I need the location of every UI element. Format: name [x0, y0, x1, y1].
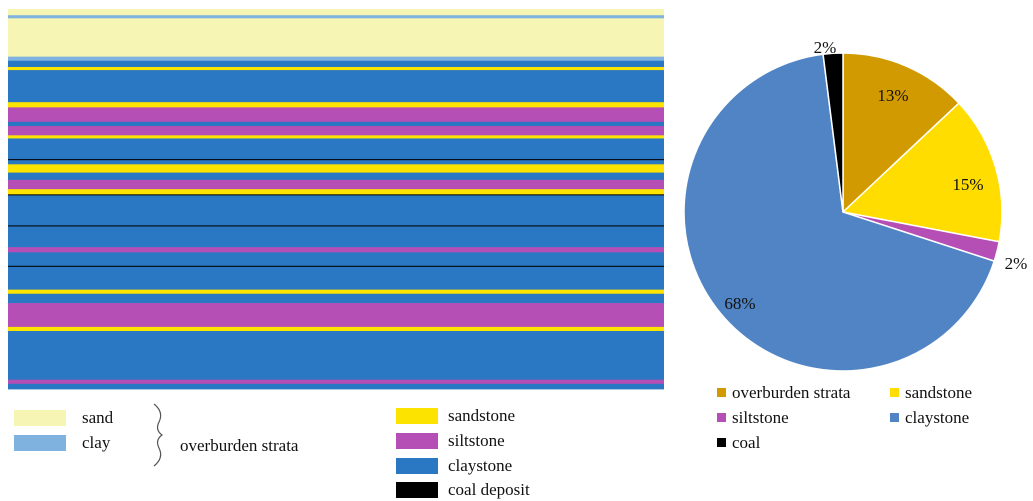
strata-layer-siltstone — [8, 107, 664, 123]
pie-slice-claystone — [683, 53, 996, 372]
strata-layer-coal — [8, 159, 664, 161]
strata-layer-sandstone — [8, 326, 664, 332]
strata-layer-siltstone — [8, 179, 664, 190]
strata-layer-sandstone — [8, 164, 664, 173]
strata-layer-claystone — [8, 160, 664, 165]
pie-label-sandstone: 15% — [952, 175, 983, 194]
pie-label-siltstone: 2% — [1005, 254, 1028, 273]
strata-layer-claystone — [8, 60, 664, 68]
strata-layer-claystone — [8, 252, 664, 267]
strata-layer-sand — [8, 18, 664, 58]
strata-layer-clay — [8, 56, 664, 62]
strata-layer-claystone — [8, 266, 664, 290]
pie-label-overburden-strata: 13% — [877, 86, 908, 105]
strata-layer-claystone — [8, 121, 664, 127]
strata-layer-siltstone — [8, 247, 664, 253]
strata-layer-claystone — [8, 331, 664, 381]
strata-layer-sandstone — [8, 135, 664, 139]
strata-layer-claystone — [8, 70, 664, 103]
strata-layer-siltstone — [8, 379, 664, 385]
strata-layer-sandstone — [8, 66, 664, 71]
strata-layer-sandstone — [8, 289, 664, 295]
strata-layer-coal — [8, 225, 664, 227]
strata-layer-siltstone — [8, 303, 664, 328]
strata-layer-coal — [8, 194, 664, 196]
strata-layer-claystone — [8, 383, 664, 390]
strata-layer-sandstone — [8, 189, 664, 195]
pie-label-coal: 2% — [814, 38, 837, 57]
strata-layer-claystone — [8, 293, 664, 304]
strata-layer-sandstone — [8, 102, 664, 108]
pie-slice-coal — [822, 52, 844, 213]
strata-layer-claystone — [8, 226, 664, 248]
pie-slice-overburden-strata — [842, 52, 960, 214]
strata-layer-coal — [8, 265, 664, 268]
strata-layer-clay — [8, 15, 664, 19]
pie-label-claystone: 68% — [724, 294, 755, 313]
strata-layer-claystone — [8, 195, 664, 226]
strata-layer-sand — [8, 9, 664, 16]
strata-layer-claystone — [8, 172, 664, 181]
strata-layer-claystone — [8, 138, 664, 160]
strata-layer-siltstone — [8, 126, 664, 136]
pie-slice-sandstone — [841, 102, 1003, 243]
